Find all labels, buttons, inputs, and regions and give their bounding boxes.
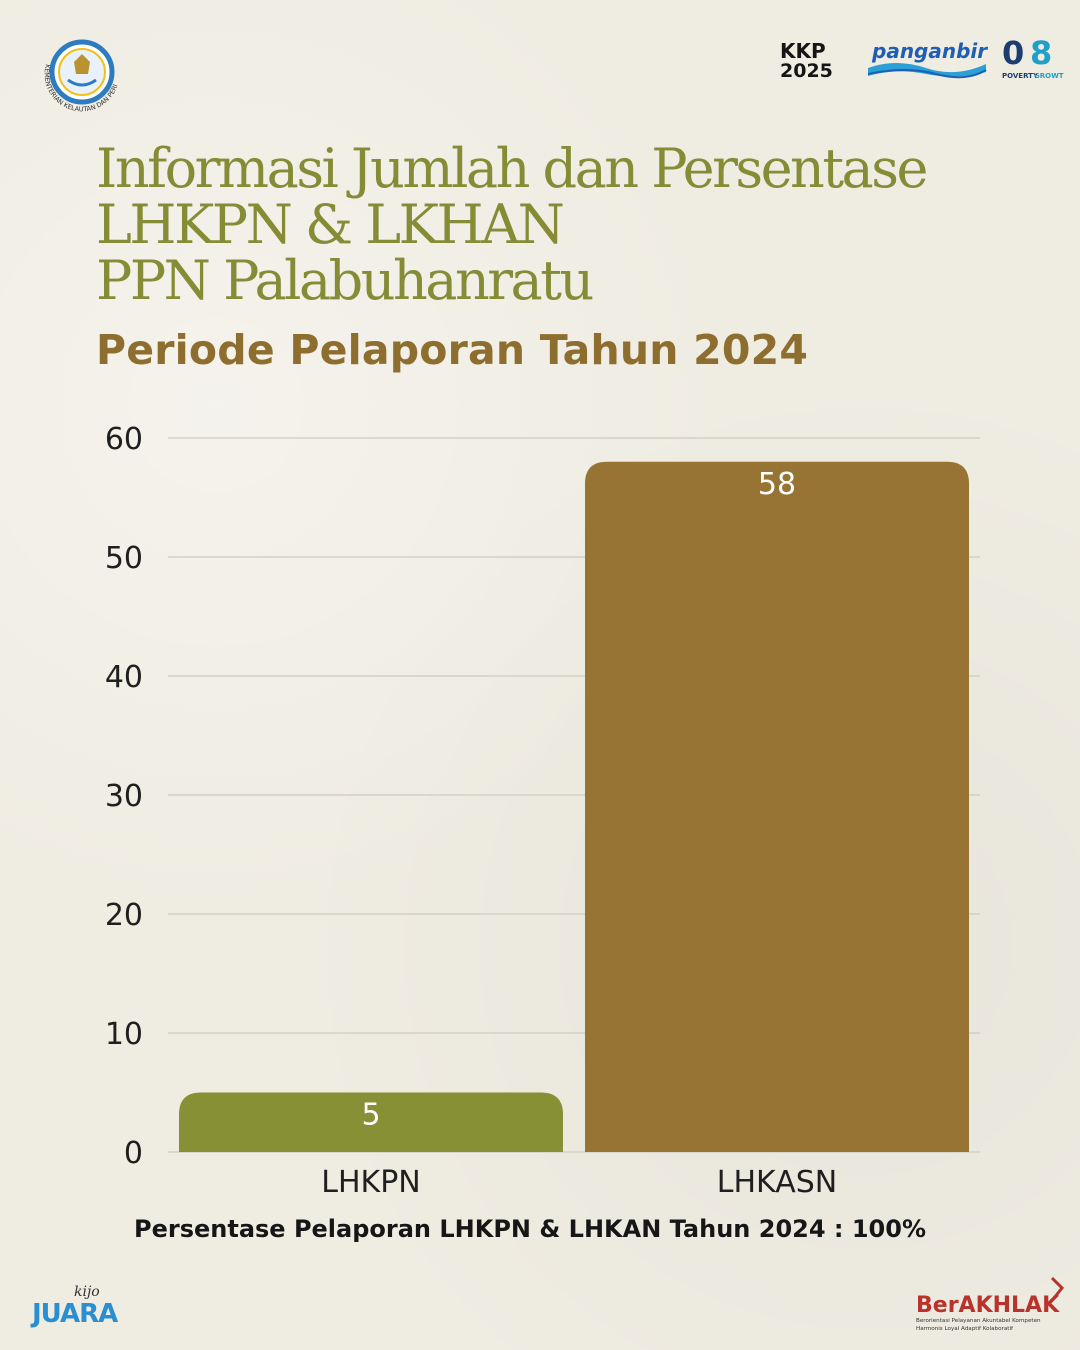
x-category-label-lhkasn: LHKASN	[717, 1165, 837, 1200]
juara-logo: kijo JUARA	[30, 1284, 119, 1329]
y-tick-label: 10	[105, 1017, 143, 1052]
berakhlak-title: BerAKHLAK	[916, 1293, 1060, 1318]
y-tick-label: 50	[105, 541, 143, 576]
berakhlak-line-1: Berorientasi Pelayanan Akuntabel Kompete…	[916, 1318, 1041, 1324]
y-tick-label: 20	[105, 898, 143, 933]
bar-labels: 5 LHKPN 58 LHKASN	[321, 467, 837, 1200]
panganbiru-logo: panganbiru	[867, 39, 988, 79]
bar-lhkpn	[179, 1092, 563, 1152]
bar-chart: 0 10 20 30 40 50 60 5 LHKPN 58 LHKASN	[105, 422, 980, 1200]
berakhlak-logo: BerAKHLAK Berorientasi Pelayanan Akuntab…	[916, 1276, 1065, 1332]
panganbiru-text: panganbiru	[871, 39, 988, 63]
y-tick-label: 60	[105, 422, 143, 457]
bars	[179, 461, 969, 1152]
kkp-2025-logo: KKP 2025	[780, 40, 833, 80]
growth-value: 8	[1030, 34, 1052, 72]
data-label-lhkpn: 5	[361, 1098, 380, 1133]
kkp-logo-top: KKP	[780, 40, 826, 63]
chart-subtitle: Periode Pelaporan Tahun 2024	[96, 326, 809, 374]
y-axis-ticks: 0 10 20 30 40 50 60	[105, 422, 143, 1171]
poverty-label: POVERTY	[1002, 72, 1039, 80]
poverty-growth-logo: 0 8 POVERTY GROWTH	[1002, 34, 1064, 80]
growth-label: GROWTH	[1034, 72, 1064, 80]
juara-text: JUARA	[30, 1299, 118, 1329]
poverty-value: 0	[1002, 34, 1024, 72]
kkp-logo-bottom: 2025	[780, 60, 833, 80]
berakhlak-line-2: Harmonis Loyal Adaptif Kolaboratif	[916, 1326, 1014, 1332]
data-label-lhkasn: 58	[758, 467, 796, 502]
x-category-label-lhkpn: LHKPN	[321, 1165, 420, 1200]
chart-title-line-1: Informasi Jumlah dan Persentase	[96, 137, 928, 200]
bar-lhkasn	[585, 461, 969, 1152]
y-tick-label: 30	[105, 779, 143, 814]
percentage-footnote: Persentase Pelaporan LHKPN & LHKAN Tahun…	[134, 1215, 926, 1243]
y-tick-label: 40	[105, 660, 143, 695]
y-tick-label: 0	[124, 1136, 143, 1171]
chart-title-line-2: LHKPN & LKHAN	[96, 193, 565, 256]
kkp-emblem-logo: KEMENTERIAN KELAUTAN DAN PERIKANAN	[34, 24, 120, 113]
juara-script: kijo	[74, 1284, 100, 1300]
chart-title-line-3: PPN Palabuhanratu	[96, 249, 594, 312]
